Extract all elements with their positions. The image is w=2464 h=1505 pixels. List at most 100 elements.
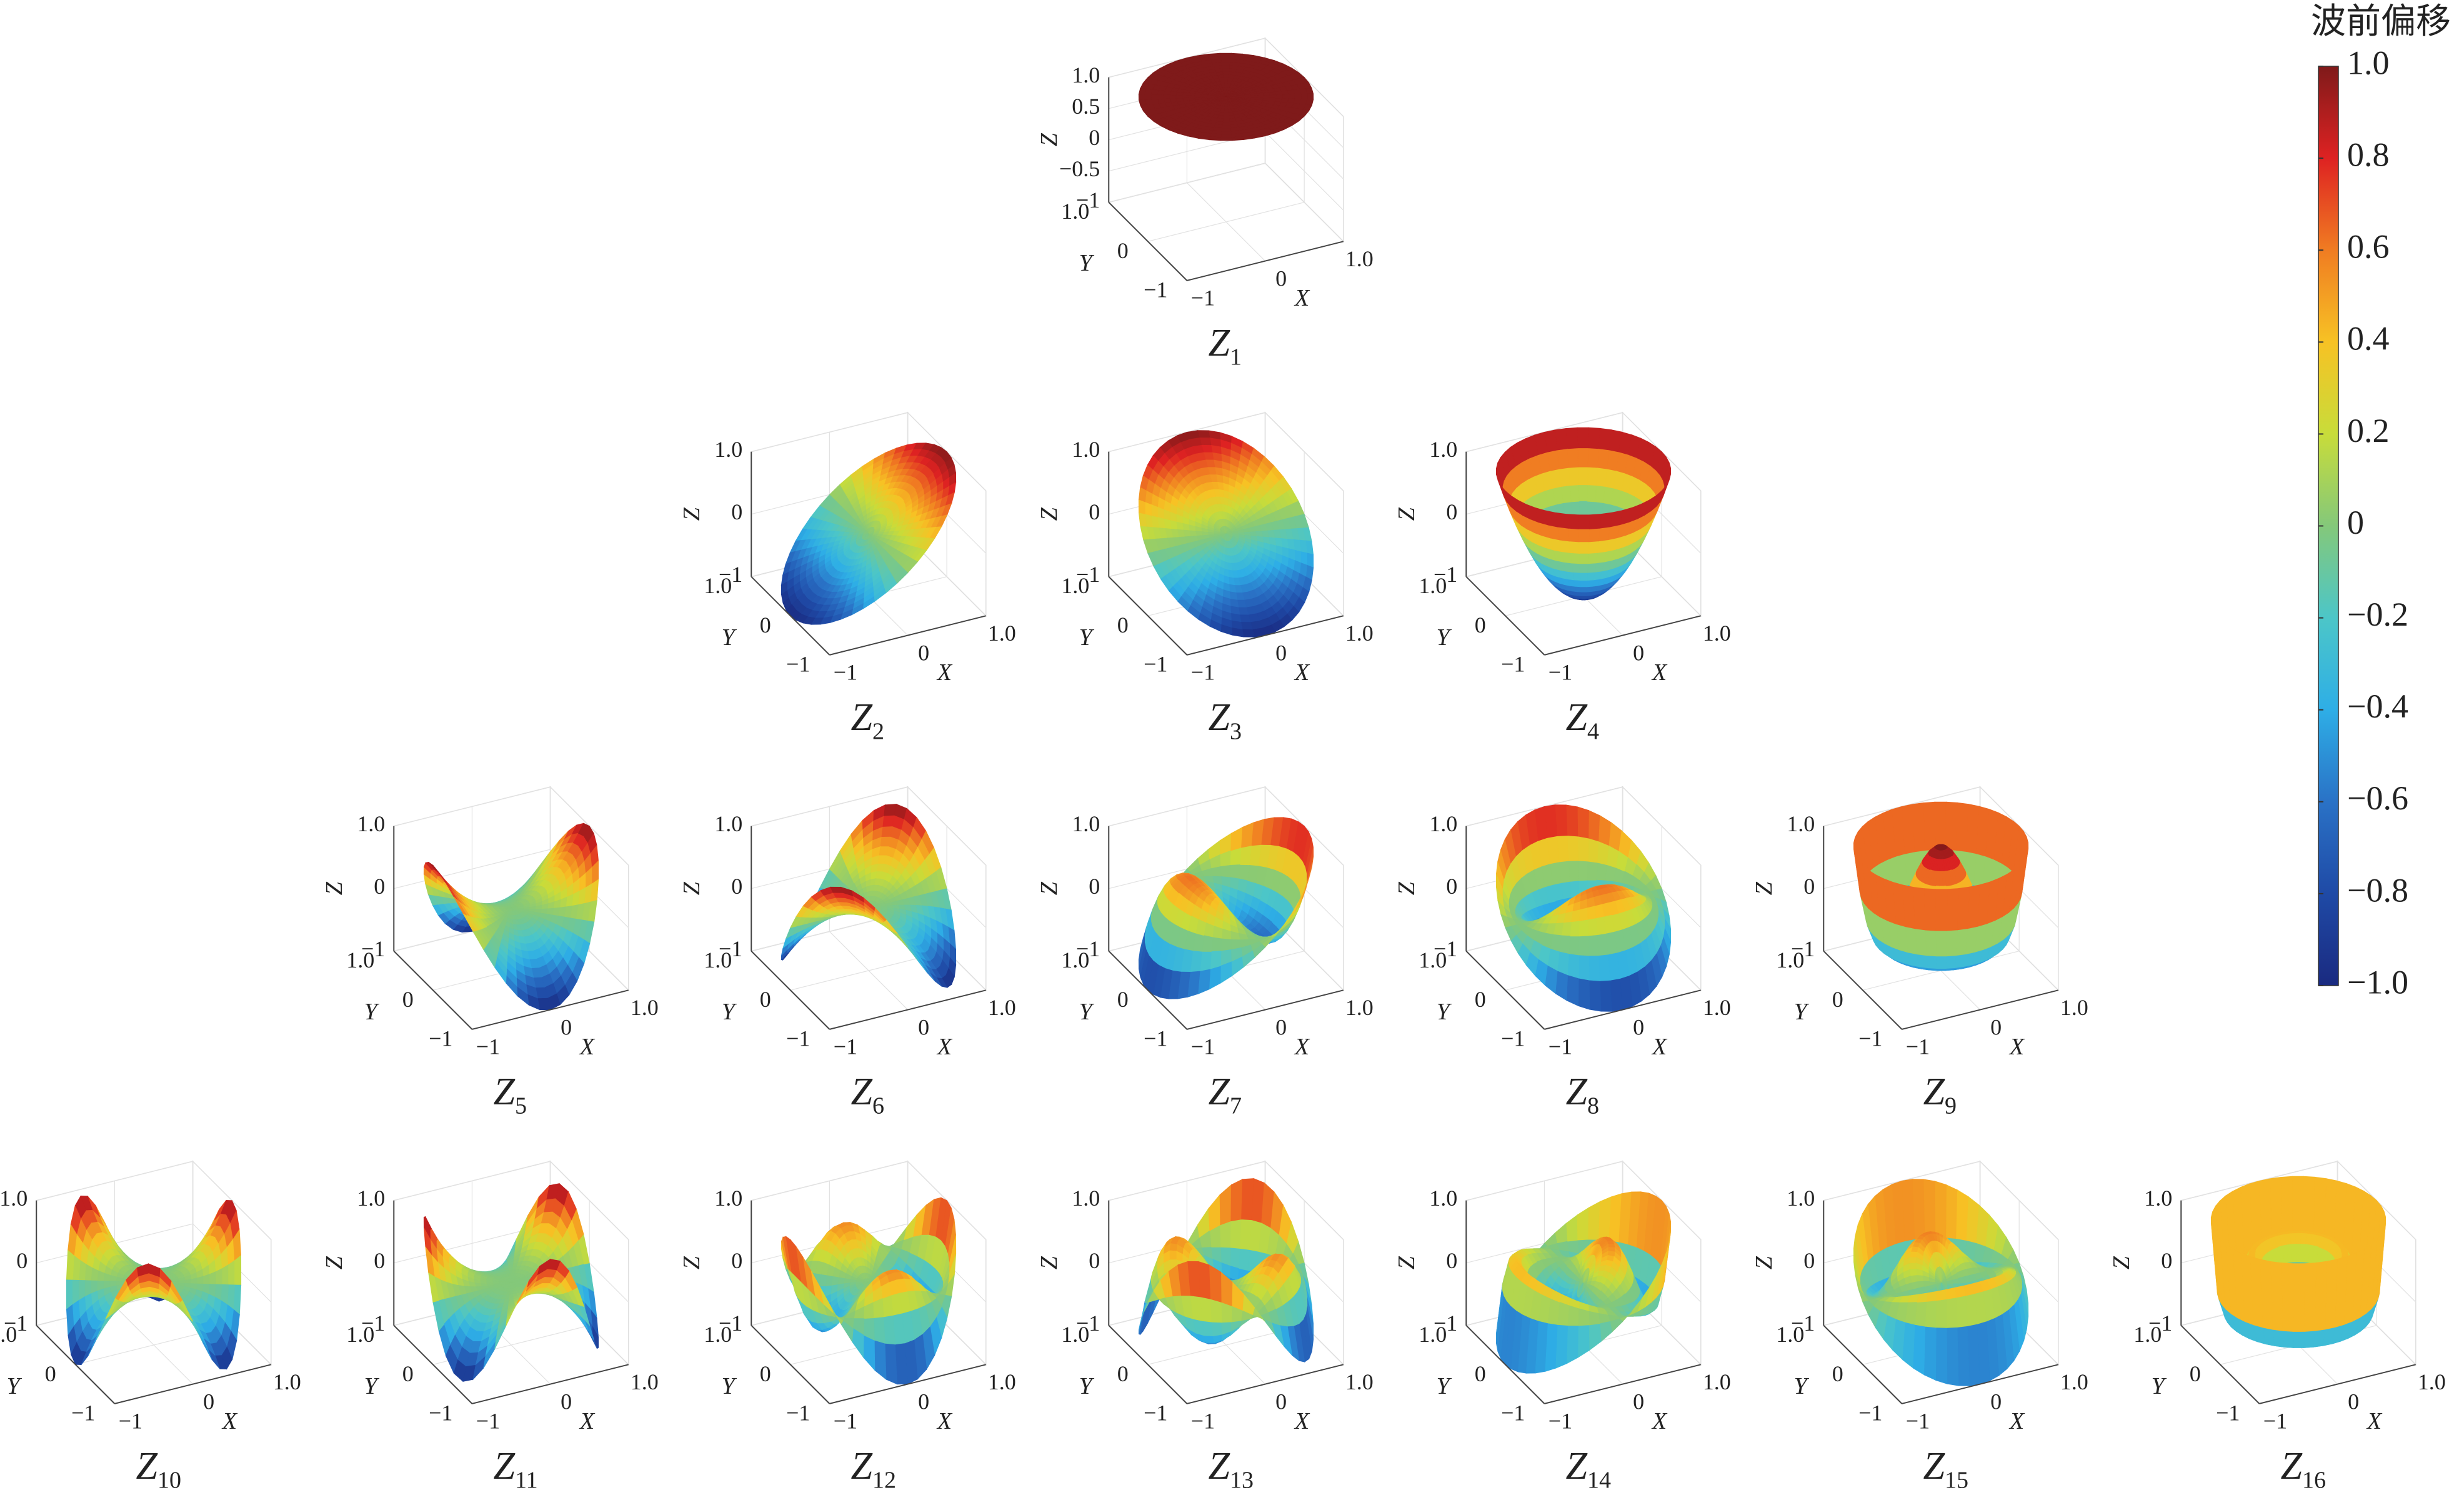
- surface-patch: [1225, 96, 1227, 101]
- surface-patch: [1222, 74, 1229, 79]
- surface-patch: [1144, 94, 1152, 101]
- x-axis-label: X: [1651, 659, 1668, 686]
- surface-patch: [1589, 528, 1600, 542]
- surface-patch: [1578, 514, 1590, 529]
- x-axis-label: X: [579, 1034, 596, 1060]
- surface-patch: [1263, 95, 1270, 99]
- surface-patch: [1202, 935, 1214, 952]
- surface-patch: [1210, 866, 1222, 878]
- z-tick-label: −1: [361, 936, 385, 961]
- surface-patch: [1269, 94, 1277, 99]
- surface-patch: [1209, 136, 1222, 141]
- surface-patch: [1220, 134, 1232, 138]
- surface-patch: [1157, 94, 1164, 100]
- subplot-title: Z: [494, 1071, 516, 1113]
- surface-patch: [1588, 427, 1600, 449]
- surface-patch: [1182, 92, 1190, 96]
- surface-patch: [1220, 56, 1232, 60]
- surface-patch: [1578, 466, 1589, 486]
- y-tick-label: −1: [1501, 651, 1525, 676]
- surface-patch: [1574, 579, 1582, 588]
- surface-patch: [1222, 68, 1230, 72]
- surface-patch: [1268, 91, 1277, 96]
- subplot-title: Z: [1566, 696, 1588, 739]
- x-tick-label: 0: [561, 1014, 572, 1039]
- z-tick-label: −1: [1076, 562, 1100, 587]
- surface-patch: [1240, 622, 1253, 630]
- x-tick-label: 1.0: [1703, 621, 1731, 646]
- surface-patch: [1570, 552, 1580, 564]
- colorbar-tick-label: 0: [2347, 504, 2364, 541]
- y-tick-label: −1: [1144, 1026, 1167, 1051]
- x-axis-label: X: [936, 1034, 953, 1060]
- y-tick-label: −1: [1144, 277, 1167, 302]
- surface-patch: [1599, 512, 1613, 529]
- x-tick-label: 1.0: [1345, 246, 1374, 271]
- x-tick-label: −1: [834, 1034, 857, 1059]
- surface-patch: [1231, 136, 1244, 141]
- colorbar-title: 波前偏移: [2311, 2, 2451, 41]
- surface-patch: [1580, 572, 1588, 581]
- surface-patch: [1586, 579, 1594, 588]
- y-tick-label: 0: [1475, 612, 1486, 638]
- x-tick-label: −1: [1549, 660, 1572, 685]
- y-axis-label: Y: [1437, 624, 1452, 651]
- surface-patch: [1580, 580, 1588, 588]
- z-tick-label: 1.0: [357, 811, 385, 836]
- surface-patch: [1229, 584, 1237, 593]
- z-axis-label: Z: [679, 881, 705, 895]
- surface-patch: [1577, 427, 1589, 449]
- y-tick-label: −1: [786, 651, 810, 676]
- surface-patch: [1239, 614, 1251, 623]
- z-axis-label: Z: [1394, 507, 1420, 521]
- surface-patch: [1588, 541, 1599, 554]
- surface-patch: [1230, 864, 1241, 879]
- y-tick-label: 0: [760, 987, 771, 1012]
- surface-patch: [1555, 512, 1569, 529]
- y-axis-label: Y: [1079, 624, 1095, 651]
- surface-patch: [1222, 124, 1231, 129]
- x-tick-label: 1.0: [988, 995, 1016, 1020]
- z-tick-label: 0: [1089, 125, 1100, 150]
- x-tick-label: 1.0: [1345, 621, 1374, 646]
- surface-patch: [1275, 94, 1283, 99]
- surface-patch: [1219, 52, 1232, 57]
- subplot-title-subscript: 4: [1587, 719, 1599, 745]
- subplot-title: Z: [1209, 322, 1230, 364]
- surface-patch: [1579, 541, 1589, 554]
- z-tick-label: −1: [1076, 936, 1100, 961]
- surface-patch: [1138, 94, 1145, 101]
- surface-patch: [1231, 628, 1244, 638]
- surface-patch: [1221, 938, 1232, 952]
- x-tick-label: 0: [918, 1014, 929, 1039]
- x-tick-label: −1: [834, 660, 857, 685]
- surface-patch: [1581, 596, 1586, 599]
- surface-patch: [1262, 92, 1270, 96]
- surface-patch: [1211, 937, 1222, 952]
- surface-patch: [1585, 586, 1593, 592]
- surface-patch: [1579, 553, 1589, 564]
- x-tick-label: 0: [1633, 640, 1644, 665]
- surface-patch: [1224, 106, 1229, 110]
- x-tick-label: 1.0: [1345, 995, 1374, 1020]
- z-tick-label: 0: [1446, 499, 1457, 524]
- surface-patch: [1280, 90, 1289, 96]
- surface-patch: [1225, 99, 1227, 104]
- z-tick-label: 1.0: [1072, 62, 1100, 88]
- surface-patch: [1200, 951, 1212, 971]
- subplot-title-subscript: 5: [515, 1093, 527, 1119]
- surface-patch: [1222, 118, 1230, 122]
- grid-line: [1147, 202, 1305, 242]
- surface-patch: [1175, 91, 1184, 96]
- surface-patch: [1138, 499, 1145, 515]
- x-axis-line: [1187, 241, 1344, 281]
- y-tick-label: 0: [402, 987, 414, 1012]
- z-tick-label: 0: [1089, 874, 1100, 899]
- x-tick-label: 0: [1275, 640, 1287, 665]
- colorbar-tick-label: −0.6: [2347, 779, 2408, 817]
- x-tick-label: 0: [1275, 1014, 1287, 1039]
- surface-patch: [1223, 78, 1229, 82]
- y-tick-label: 0: [1117, 238, 1129, 263]
